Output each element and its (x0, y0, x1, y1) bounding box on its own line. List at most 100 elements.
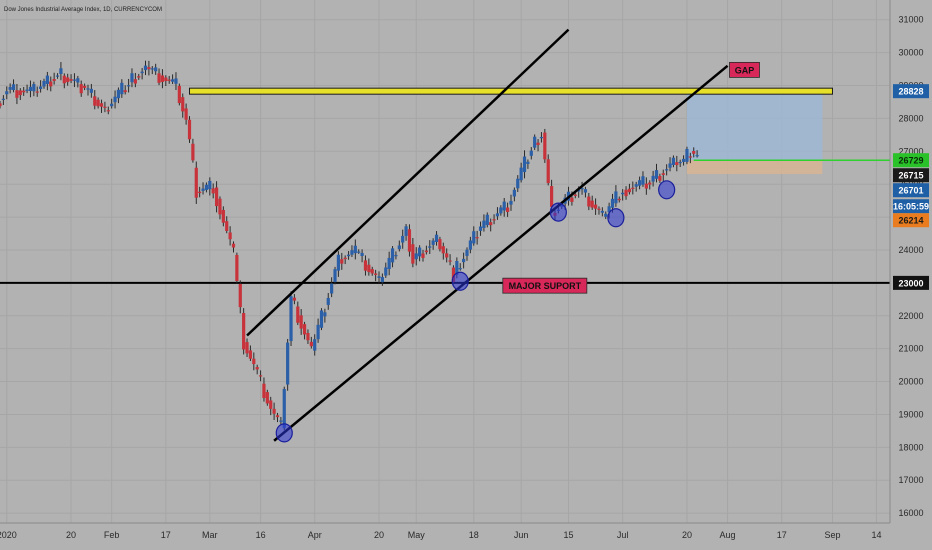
y-tick-label: 22000 (898, 311, 923, 321)
axis-badge-1: 26715 (898, 171, 923, 181)
x-tick-label: 17 (777, 530, 787, 540)
gap-price-badge: 28828 (898, 87, 923, 97)
candle-down (648, 182, 652, 185)
candle-down (137, 76, 141, 78)
candle-up (482, 220, 486, 228)
candle-up (28, 86, 33, 92)
candle-up (357, 251, 361, 253)
candle-down (617, 198, 621, 201)
low-marker-circle (549, 202, 567, 222)
candle-down (164, 77, 168, 82)
candle-down (627, 188, 632, 193)
axis-badge-3: 16:05:59 (893, 202, 929, 212)
candle-up (25, 89, 29, 91)
candle-up (170, 79, 175, 82)
candle-down (160, 75, 165, 82)
candle-up (495, 213, 500, 217)
candle-up (428, 246, 432, 248)
candle-down (255, 367, 259, 370)
candle-down (15, 90, 19, 98)
low-marker-circle (275, 423, 293, 443)
candle-up (685, 149, 689, 162)
candle-up (526, 161, 530, 164)
candle-down (644, 183, 648, 189)
candle-down (340, 259, 344, 264)
candle-up (539, 136, 544, 139)
candle-up (600, 210, 604, 213)
candle-up (130, 73, 134, 83)
candle-up (1, 98, 5, 100)
candle-down (374, 273, 378, 275)
candle-down (658, 176, 662, 181)
candle-down (49, 81, 53, 87)
x-tick-label: Sep (824, 530, 840, 540)
candle-down (296, 306, 300, 323)
candle-up (32, 84, 36, 92)
candle-down (492, 219, 496, 221)
candle-up (110, 103, 114, 107)
candle-up (377, 276, 381, 278)
candle-down (306, 332, 310, 341)
candle-up (286, 342, 290, 385)
candle-up (614, 191, 618, 204)
candle-up (346, 254, 351, 257)
y-tick-label: 30000 (898, 48, 923, 58)
candle-down (167, 79, 171, 81)
candle-up (397, 245, 401, 250)
candle-up (512, 189, 516, 197)
candle-up (113, 96, 117, 103)
low-marker-circle (607, 208, 625, 228)
candle-down (590, 200, 594, 208)
candle-up (654, 170, 659, 179)
candle-down (661, 173, 665, 175)
candle-up (330, 283, 334, 294)
candle-up (455, 261, 459, 275)
candle-down (22, 90, 26, 93)
candle-up (72, 79, 77, 81)
candle-up (323, 312, 327, 317)
candle-down (133, 79, 137, 84)
candle-up (577, 189, 581, 192)
candle-down (35, 91, 39, 93)
candle-up (462, 258, 466, 263)
trendlines (246, 28, 729, 442)
candle-down (221, 209, 225, 223)
candle-up (485, 214, 489, 226)
y-tick-label: 16000 (898, 508, 923, 518)
candle-up (360, 252, 364, 257)
candle-down (96, 99, 100, 107)
axis-badge-bg (893, 168, 929, 183)
level-lines (0, 87, 890, 284)
candle-down (211, 188, 215, 194)
candle-up (465, 249, 469, 256)
candle-up (282, 388, 286, 428)
candle-down (177, 85, 181, 104)
candle-up (641, 176, 645, 185)
candle-down (543, 132, 547, 160)
x-tick-label: 18 (469, 530, 479, 540)
candle-up (59, 68, 63, 75)
candle-down (52, 78, 56, 81)
channel-trendline-2 (273, 64, 729, 442)
candle-down (275, 415, 280, 418)
major-support-note-box (502, 277, 588, 294)
candle-up (431, 240, 435, 245)
gap-note-box (729, 61, 760, 78)
candle-down (309, 341, 313, 347)
candle-up (529, 150, 533, 156)
candle-down (587, 196, 591, 207)
support-price-badge: 23000 (898, 278, 923, 288)
candle-down (194, 167, 198, 198)
candle-up (695, 155, 699, 157)
zones (686, 91, 823, 175)
candle-up (478, 226, 483, 231)
candle-down (99, 103, 104, 107)
x-tick-label: Feb (104, 530, 120, 540)
x-tick-label: 15 (564, 530, 574, 540)
candle-down (302, 324, 307, 335)
candle-up (313, 339, 317, 351)
candle-up (387, 257, 391, 269)
target-price-badge-bg (893, 153, 929, 168)
candle-up (681, 158, 686, 162)
